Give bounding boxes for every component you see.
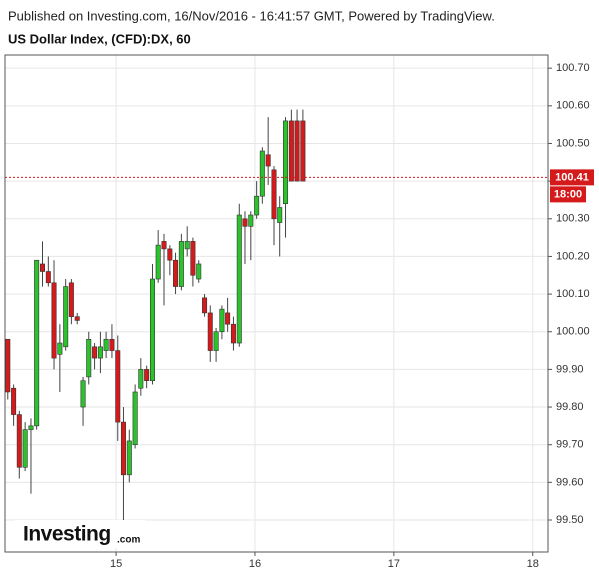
x-tick-label: 18 [527,558,539,570]
candle-body [57,342,63,355]
candle-body [265,154,271,167]
y-tick-label: 99.90 [556,363,584,375]
candle-body [225,312,231,325]
candle-body [11,387,17,415]
y-tick-label: 99.60 [556,476,584,488]
candle-body [45,271,51,284]
candle-body [28,425,34,430]
candle-body [39,263,45,272]
candle-body [207,312,213,351]
candle-body [68,282,74,317]
candle-body [173,259,179,287]
candle-body [86,338,92,378]
candle-body [161,241,167,250]
y-tick-label: 100.20 [556,250,590,262]
candle-body [126,440,132,476]
candle-body [236,214,242,344]
candle-body [74,316,80,321]
candle-body [184,241,190,250]
candle-body [97,346,103,359]
y-tick-label: 100.00 [556,326,590,338]
candle-body [219,308,225,333]
candle-body [149,278,155,381]
candle-body [242,218,248,227]
candle-body [283,120,289,205]
current-price-label: 100.41 [555,171,589,183]
chart-title: US Dollar Index, (CFD):DX, 60 [8,31,191,46]
candle-body [294,120,300,182]
candle-body [34,259,40,427]
candle-body [63,286,69,348]
candle-body [120,421,126,476]
y-tick-label: 99.50 [556,514,584,526]
candle-body [248,214,254,227]
y-tick-label: 100.30 [556,213,590,225]
candle-body [277,207,283,223]
countdown-label: 18:00 [554,188,582,200]
candle-body [51,282,57,359]
x-tick-label: 17 [388,558,400,570]
candle-body [213,331,219,351]
candle-body [115,350,121,423]
source-note: Published on Investing.com, 16/Nov/2016 … [8,8,495,23]
candle-body [109,338,115,351]
plot-frame [4,54,549,553]
candle-body [190,241,196,276]
candle-body [300,120,306,182]
candle-body [178,241,184,287]
y-tick-label: 99.70 [556,439,584,451]
candle-body [5,338,11,393]
logo-suffix: .com [117,535,140,546]
x-tick-label: 16 [249,558,261,570]
candle-body [132,391,138,445]
candle-body [196,263,202,280]
candle-body [271,169,277,220]
candle-body [155,244,161,280]
candle-body [259,150,265,197]
candle-body [92,346,98,359]
candle-body [288,120,294,182]
y-tick-label: 100.50 [556,137,590,149]
y-tick-label: 99.80 [556,401,584,413]
current-price-box [550,169,594,186]
countdown-box [550,186,586,203]
candle-body [16,414,22,468]
candle-body [22,429,28,468]
y-tick-label: 100.70 [556,62,590,74]
candle-body [230,323,236,344]
candle-body [144,369,150,381]
candle-body [167,248,173,261]
candle-body [80,380,86,408]
y-tick-label: 100.10 [556,288,590,300]
logo-backdrop [15,520,145,548]
x-tick-label: 15 [110,558,122,570]
candle-body [138,369,144,389]
candle-body [254,195,260,216]
y-tick-label: 100.60 [556,100,590,112]
logo: Investing [23,523,111,546]
candle-body [103,338,109,351]
candle-body [202,297,208,314]
